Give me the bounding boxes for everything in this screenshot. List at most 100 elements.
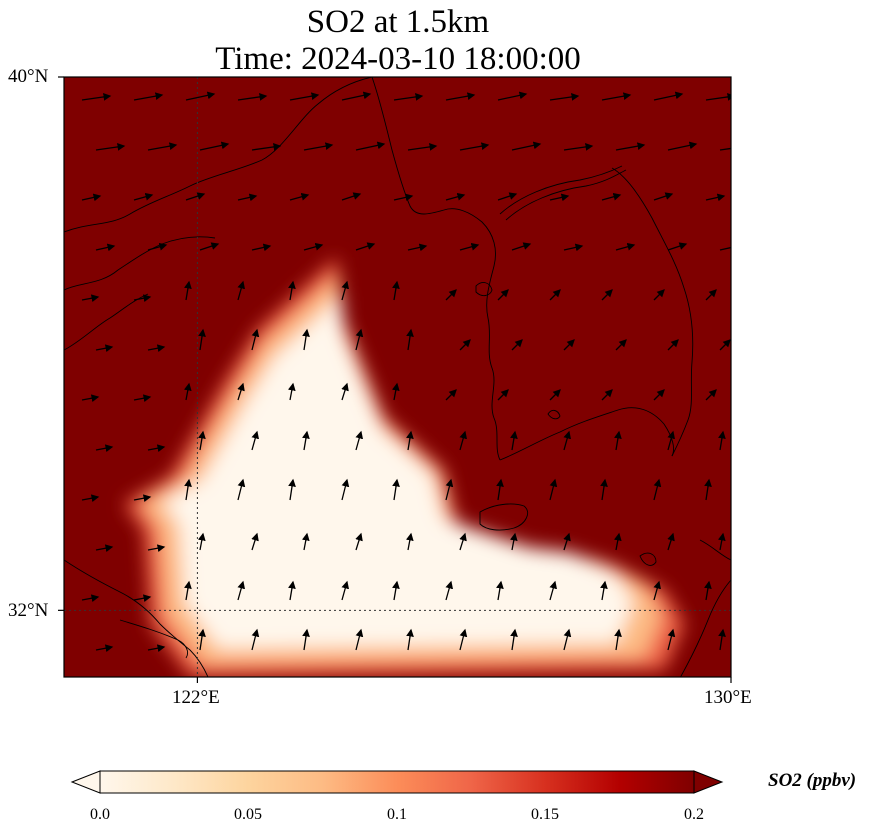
colorbar-tick-0.1: 0.1	[387, 806, 407, 823]
wind-arrow	[615, 339, 627, 351]
wind-arrow	[341, 382, 349, 401]
wind-arrow	[184, 280, 192, 301]
island	[547, 409, 561, 420]
wind-arrow	[199, 141, 230, 151]
map-panel	[64, 77, 731, 677]
wind-arrow	[667, 532, 675, 551]
wind-arrow	[81, 594, 100, 603]
wind-arrow	[445, 580, 454, 601]
wind-arrow	[355, 628, 364, 651]
wind-arrow	[705, 389, 717, 401]
wind-arrow	[133, 92, 164, 101]
wind-arrow	[718, 628, 726, 651]
wind-arrow	[406, 628, 414, 651]
colorbar-extend-max	[693, 770, 724, 794]
wind-arrow	[563, 532, 571, 551]
wind-arrow	[667, 339, 679, 351]
wind-arrow	[563, 430, 572, 451]
wind-arrow	[445, 289, 457, 301]
wind-arrow	[303, 242, 324, 251]
wind-arrow	[667, 141, 698, 151]
wind-arrow	[496, 478, 504, 501]
border-yalu-2	[505, 169, 627, 221]
wind-arrow	[289, 92, 320, 101]
wind-arrow	[705, 289, 717, 301]
wind-arrow	[601, 389, 613, 401]
wind-arrow	[287, 382, 296, 401]
wind-arrow	[95, 544, 114, 553]
coastline-korea-east	[611, 167, 694, 457]
map-title: SO2 at 1.5km	[306, 4, 490, 40]
wind-arrow	[302, 628, 310, 651]
wind-arrow	[288, 478, 296, 501]
wind-arrow	[147, 142, 178, 151]
wind-arrow	[549, 193, 570, 202]
lon-label-122: 122°E	[172, 687, 220, 708]
wind-arrow	[704, 478, 712, 501]
wind-arrow	[198, 328, 206, 351]
wind-arrow	[549, 289, 561, 301]
wind-arrow	[81, 494, 100, 503]
wind-arrow	[355, 430, 364, 451]
wind-arrow	[341, 192, 362, 201]
wind-arrow	[199, 242, 220, 251]
wind-arrow	[705, 93, 731, 101]
wind-arrow	[653, 192, 674, 201]
wind-arrow	[147, 242, 168, 251]
wind-arrow	[391, 382, 400, 401]
wind-arrow	[600, 580, 608, 601]
wind-arrow	[184, 580, 192, 601]
wind-arrow	[667, 430, 676, 451]
wind-arrow	[133, 294, 152, 303]
wind-arrow	[497, 91, 528, 101]
wind-arrow	[133, 594, 152, 603]
wind-arrow	[509, 532, 518, 551]
wind-arrow	[81, 193, 102, 202]
colorbar-tick-0.15: 0.15	[531, 806, 559, 823]
wind-arrow	[237, 193, 258, 202]
wind-arrow	[198, 628, 206, 651]
wind-arrow	[133, 192, 154, 201]
wind-arrow	[549, 478, 558, 501]
colorbar-tick-0.2: 0.2	[684, 806, 704, 823]
wind-arrow	[510, 628, 518, 651]
wind-arrow	[445, 192, 466, 201]
wind-arrow	[511, 339, 523, 351]
wind-arrow	[95, 143, 126, 151]
wind-arrow	[301, 532, 310, 551]
wind-arrow	[653, 478, 662, 501]
wind-arrow	[653, 91, 684, 101]
coastlines	[64, 77, 731, 677]
wind-arrow	[600, 478, 608, 501]
wind-arrow	[392, 478, 400, 501]
wind-arrow	[705, 193, 726, 202]
wind-arrow	[95, 644, 114, 653]
coastline-bohai-north	[64, 77, 373, 233]
island	[475, 282, 493, 297]
wind-arrow	[459, 339, 471, 351]
wind-arrow	[237, 93, 268, 101]
wind-arrow	[718, 430, 726, 451]
wind-arrow	[719, 339, 731, 351]
wind-arrow	[549, 389, 561, 401]
wind-arrow	[614, 628, 622, 651]
wind-arrow	[511, 141, 542, 151]
island	[639, 552, 657, 566]
wind-arrow	[549, 580, 558, 601]
wind-arrow	[133, 394, 152, 403]
wind-arrow	[355, 141, 386, 151]
wind-arrow	[459, 430, 468, 451]
wind-arrow	[445, 92, 476, 101]
wind-arrow	[288, 580, 296, 601]
wind-arrow	[615, 242, 636, 251]
wind-arrow	[497, 192, 518, 201]
wind-arrow	[719, 147, 731, 151]
wind-arrow	[407, 243, 428, 252]
wind-arrow	[563, 143, 594, 151]
wind-arrow	[601, 92, 632, 101]
wind-arrow	[95, 243, 116, 252]
wind-arrow	[355, 242, 376, 251]
wind-arrow	[563, 339, 575, 351]
wind-arrow	[237, 580, 246, 601]
